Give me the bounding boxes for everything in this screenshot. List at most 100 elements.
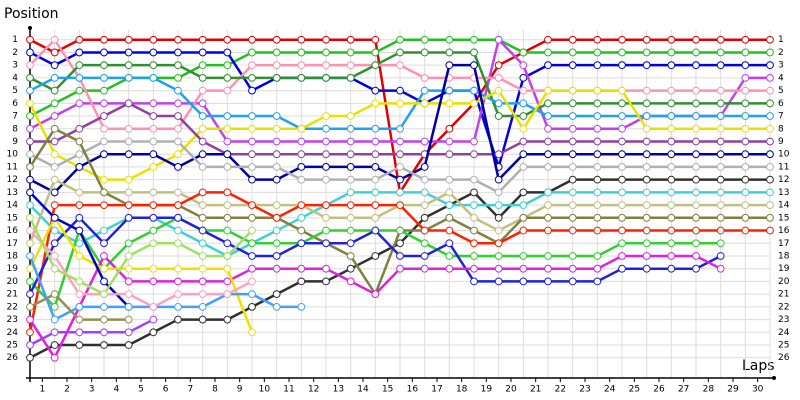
data-point: [198, 150, 207, 159]
y-tick-label: 19: [7, 264, 19, 274]
data-point: [741, 124, 750, 133]
y-tick-label: 5: [12, 86, 18, 96]
y-tick-label-right: 25: [778, 341, 789, 351]
y-tick-label-right: 3: [778, 61, 784, 71]
data-point: [149, 137, 158, 146]
data-point: [568, 175, 577, 184]
data-point: [124, 239, 133, 248]
data-point: [100, 188, 108, 197]
y-tick-label-right: 8: [778, 124, 784, 134]
data-point: [223, 48, 232, 57]
y-tick-label-right: 24: [778, 328, 790, 338]
data-point: [371, 163, 380, 171]
data-point: [568, 150, 577, 159]
data-point: [174, 201, 182, 209]
data-point: [297, 264, 306, 273]
data-point: [26, 150, 34, 159]
x-tick-label: 27: [678, 385, 689, 395]
data-point: [692, 188, 700, 197]
data-point: [149, 61, 158, 70]
data-point: [667, 124, 676, 133]
data-point: [198, 124, 207, 133]
data-point: [322, 150, 330, 159]
data-point: [716, 150, 725, 159]
data-point: [50, 252, 59, 260]
data-point: [26, 302, 34, 311]
data-point: [692, 252, 700, 260]
data-point: [198, 226, 207, 235]
data-point: [494, 73, 503, 82]
data-point: [741, 213, 750, 222]
data-point: [716, 226, 725, 235]
data-point: [26, 99, 34, 108]
data-point: [346, 48, 355, 57]
data-point: [642, 201, 651, 209]
y-axis-arrow: [28, 26, 32, 30]
data-point: [642, 35, 651, 44]
series: [26, 315, 158, 349]
data-point: [667, 239, 676, 248]
data-point: [445, 86, 454, 95]
data-point: [470, 175, 478, 184]
x-tick-label: 4: [113, 385, 119, 395]
data-point: [716, 264, 725, 273]
x-tick-label: 24: [604, 385, 616, 395]
data-point: [322, 61, 330, 70]
data-point: [766, 35, 774, 44]
data-point: [248, 86, 256, 95]
data-point: [297, 175, 306, 184]
data-point: [568, 35, 577, 44]
data-point: [568, 48, 577, 57]
data-point: [396, 124, 404, 133]
data-point: [50, 353, 59, 362]
data-point: [100, 315, 108, 324]
data-point: [322, 124, 330, 133]
data-point: [100, 328, 108, 337]
data-point: [50, 150, 59, 159]
data-point: [667, 213, 676, 222]
data-point: [149, 163, 158, 171]
y-tick-label: 16: [7, 226, 19, 236]
data-point: [124, 35, 133, 44]
data-point: [519, 252, 528, 260]
data-point: [667, 48, 676, 57]
data-point: [692, 213, 700, 222]
data-point: [420, 213, 429, 222]
data-point: [716, 124, 725, 133]
data-point: [174, 86, 182, 95]
y-tick-label: 25: [7, 341, 18, 351]
data-point: [396, 48, 404, 57]
data-point: [716, 175, 725, 184]
data-point: [248, 201, 256, 209]
data-point: [692, 175, 700, 184]
data-point: [322, 73, 330, 82]
data-point: [618, 188, 626, 197]
data-point: [420, 73, 429, 82]
data-point: [692, 201, 700, 209]
data-point: [642, 124, 651, 133]
data-point: [445, 188, 454, 197]
data-point: [124, 175, 133, 184]
data-point: [420, 35, 429, 44]
data-point: [494, 239, 503, 248]
y-tick-label: 4: [12, 73, 18, 83]
data-point: [297, 277, 306, 286]
data-point: [198, 264, 207, 273]
data-point: [494, 264, 503, 273]
series: [26, 175, 774, 362]
data-point: [716, 137, 725, 146]
data-point: [667, 99, 676, 108]
data-point: [149, 239, 158, 248]
data-point: [568, 61, 577, 70]
data-point: [618, 252, 626, 260]
data-point: [149, 48, 158, 57]
data-point: [50, 290, 59, 299]
data-point: [272, 201, 281, 209]
y-tick-label: 24: [7, 328, 19, 338]
data-point: [26, 73, 34, 82]
data-point: [346, 112, 355, 120]
data-point: [50, 213, 59, 222]
data-point: [642, 239, 651, 248]
data-point: [75, 150, 84, 159]
data-point: [544, 213, 552, 222]
